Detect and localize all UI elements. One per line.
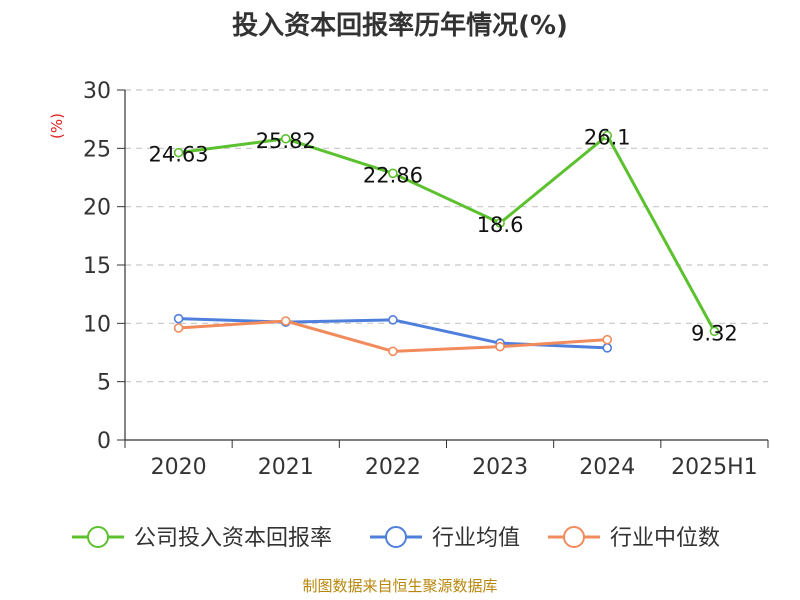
data-point bbox=[709, 326, 720, 337]
data-label: 25.82 bbox=[256, 129, 316, 153]
source-note: 制图数据来自恒生聚源数据库 bbox=[302, 577, 497, 595]
legend-marker bbox=[385, 526, 407, 548]
data-point bbox=[602, 343, 613, 353]
x-tick-label: 2021 bbox=[258, 455, 314, 480]
data-point bbox=[173, 313, 184, 324]
data-point bbox=[388, 315, 398, 325]
legend[interactable]: 公司投入资本回报率 行业均值 行业中位数 bbox=[72, 526, 720, 551]
legend-item[interactable]: 行业中位数 bbox=[548, 526, 720, 551]
y-tick-label: 10 bbox=[83, 312, 111, 337]
data-label: 9.32 bbox=[691, 321, 738, 345]
y-tick-label: 5 bbox=[97, 371, 111, 396]
series: 24.63 25.82 22.86 18.6 26.1 9.32 bbox=[149, 126, 738, 357]
y-tick-label: 0 bbox=[97, 429, 111, 454]
legend-marker bbox=[87, 526, 109, 548]
y-axis-label: (%) bbox=[48, 113, 66, 139]
data-label: 24.63 bbox=[149, 143, 209, 167]
legend-marker bbox=[563, 526, 585, 548]
data-label: 18.6 bbox=[477, 213, 524, 237]
series-line bbox=[178, 134, 716, 332]
x-tick-label: 2022 bbox=[365, 455, 421, 480]
data-label: 26.1 bbox=[584, 126, 631, 150]
legend-item[interactable]: 公司投入资本回报率 bbox=[72, 526, 332, 551]
chart-title: 投入资本回报率历年情况(%) bbox=[232, 10, 568, 41]
data-point bbox=[388, 346, 398, 357]
legend-item[interactable]: 行业均值 bbox=[370, 526, 520, 551]
data-point bbox=[602, 130, 613, 141]
data-point bbox=[495, 341, 505, 352]
data-point bbox=[280, 133, 291, 144]
y-tick-label: 30 bbox=[83, 79, 111, 104]
legend-label: 行业均值 bbox=[432, 526, 520, 551]
x-tick-label: 2023 bbox=[472, 455, 528, 480]
grid-lines bbox=[125, 89, 768, 383]
data-point bbox=[173, 147, 184, 158]
y-tick-label: 25 bbox=[83, 137, 111, 162]
legend-label: 行业中位数 bbox=[610, 526, 720, 551]
x-tick-label: 2020 bbox=[151, 455, 207, 480]
data-point bbox=[388, 168, 398, 179]
x-tick-label: 2024 bbox=[579, 455, 635, 480]
series-0: 24.63 25.82 22.86 18.6 26.1 9.32 bbox=[149, 126, 738, 346]
data-point bbox=[602, 334, 613, 345]
data-label: 22.86 bbox=[363, 163, 423, 187]
y-tick-label: 15 bbox=[83, 254, 111, 279]
x-tick-label: 2025H1 bbox=[671, 455, 758, 480]
series-1 bbox=[173, 313, 613, 353]
y-tick-label: 20 bbox=[83, 196, 111, 221]
axes: 0 5 10 15 20 25 30 2020 2021 2022 2023 2024 2025H1 bbox=[83, 79, 769, 480]
data-point bbox=[173, 323, 184, 333]
data-point bbox=[495, 218, 505, 228]
series-2 bbox=[173, 316, 613, 357]
data-point bbox=[280, 316, 291, 326]
legend-label: 公司投入资本回报率 bbox=[134, 526, 332, 551]
